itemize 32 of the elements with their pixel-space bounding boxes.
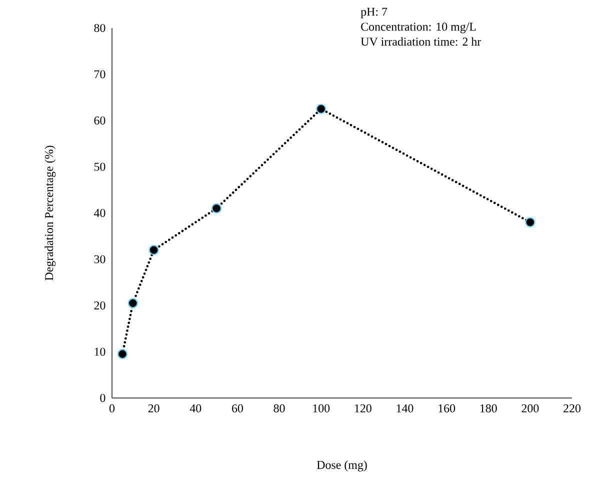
y-tick-label: 30: [94, 255, 106, 264]
x-tick-label: 180: [480, 404, 497, 412]
y-tick-label: 10: [94, 348, 106, 356]
x-tick-label: 20: [148, 404, 160, 412]
x-tick-label: 60: [232, 404, 243, 412]
x-tick-label: 0: [109, 404, 115, 412]
text: pH: 7: [360, 8, 388, 18]
point: [117, 348, 128, 360]
x-tick-label: 100: [313, 404, 330, 412]
y-tick-label: 40: [94, 208, 106, 218]
y-axis-title: Degradation Percentage (%): [44, 146, 56, 280]
annotation: UV irradiation time: 2 hr: [360, 37, 482, 46]
x-tick-label: 140: [396, 404, 414, 412]
x-tick-label: 40: [190, 404, 202, 412]
y-tick-label: 0: [100, 394, 106, 402]
y-tick-label: 50: [94, 162, 106, 171]
x-tick-label: 120: [354, 404, 372, 412]
point: [148, 244, 159, 256]
y-tick-label: 60: [94, 116, 106, 125]
y-tick-label: 80: [94, 24, 106, 32]
point: [128, 298, 138, 308]
point: [525, 217, 536, 228]
point: [211, 203, 222, 214]
x-axis-title: Dose (mg): [316, 460, 367, 472]
x-tick-label: 160: [438, 404, 456, 412]
x-tick-label: 200: [522, 404, 539, 412]
y-tick-label: 70: [94, 70, 106, 78]
annotation: Concentration: 10 mg/L: [361, 22, 476, 34]
x-tick-label: 80: [274, 404, 285, 412]
y-tick-label: 20: [94, 301, 106, 310]
x-tick-label: 220: [564, 404, 581, 412]
point: [316, 104, 326, 114]
